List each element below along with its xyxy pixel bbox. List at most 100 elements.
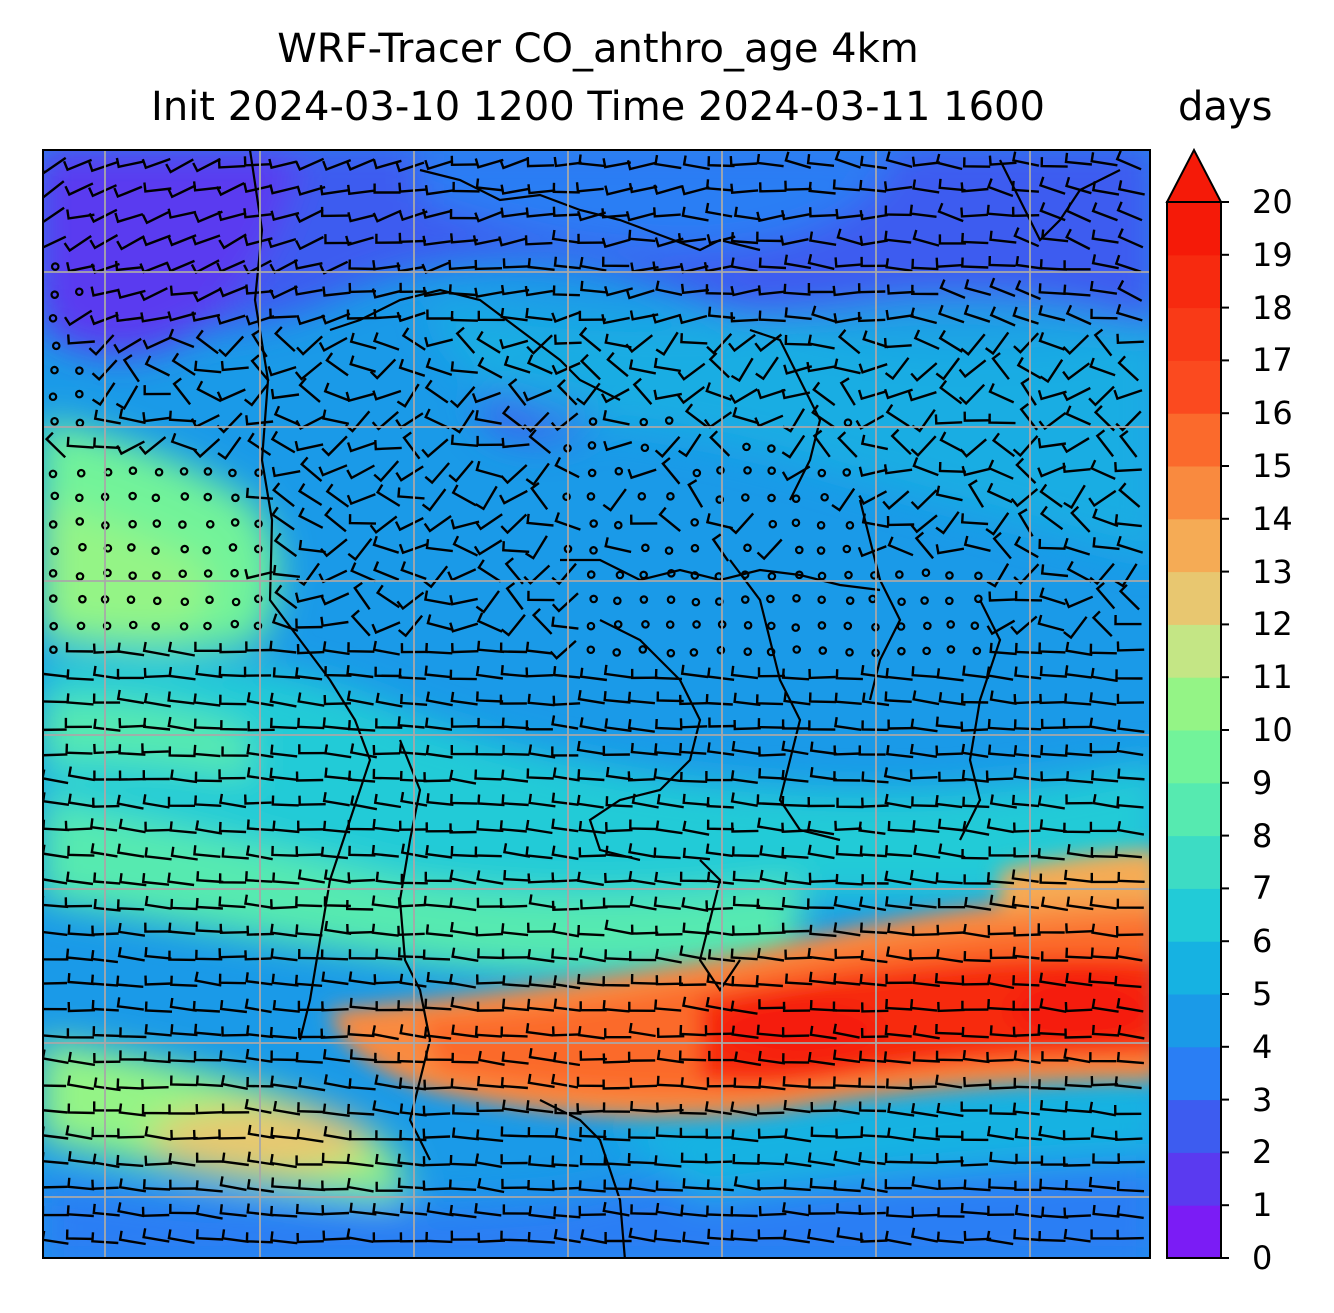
wind-barb bbox=[704, 1101, 732, 1116]
wind-barb bbox=[295, 415, 325, 431]
wind-barb bbox=[1091, 1024, 1120, 1037]
wind-barb bbox=[528, 744, 556, 759]
calm-marker bbox=[945, 596, 954, 606]
wind-barb bbox=[885, 744, 914, 759]
colorbar-segment bbox=[1167, 677, 1221, 731]
wind-barb bbox=[732, 406, 759, 425]
wind-barb bbox=[293, 259, 323, 270]
wind-barb bbox=[194, 641, 222, 652]
wind-barb bbox=[348, 845, 376, 857]
wind-barb bbox=[118, 408, 146, 425]
wind-barb bbox=[477, 1232, 506, 1243]
wind-barb bbox=[398, 182, 427, 193]
wind-barb bbox=[219, 1050, 247, 1063]
calm-marker bbox=[664, 546, 674, 555]
wind-barb bbox=[911, 258, 939, 271]
wind-barb bbox=[1116, 201, 1143, 222]
wind-barb bbox=[783, 283, 811, 296]
wind-barb bbox=[811, 305, 838, 324]
wind-barb bbox=[448, 460, 474, 483]
wind-barb bbox=[474, 1203, 502, 1217]
wind-barb bbox=[860, 1178, 888, 1194]
wind-barb bbox=[346, 493, 376, 506]
wind-barb bbox=[116, 288, 146, 299]
wind-barb bbox=[43, 1084, 67, 1088]
wind-barb bbox=[1114, 563, 1138, 588]
wind-barb bbox=[937, 898, 966, 909]
wind-barb bbox=[246, 925, 274, 936]
wind-barb bbox=[783, 691, 811, 706]
wind-barb bbox=[503, 355, 531, 374]
wind-barb bbox=[245, 487, 274, 500]
calm-marker bbox=[203, 492, 213, 502]
wind-barb bbox=[677, 362, 706, 381]
wind-barb bbox=[43, 156, 67, 175]
wind-barb bbox=[552, 285, 580, 297]
wind-barb bbox=[859, 973, 887, 987]
wind-barb bbox=[423, 515, 452, 533]
wind-barb bbox=[938, 329, 963, 353]
wind-barb bbox=[527, 257, 555, 271]
wind-barb bbox=[295, 1155, 323, 1166]
wind-barb bbox=[398, 1077, 427, 1091]
wind-barb bbox=[1012, 1026, 1041, 1037]
wind-barb bbox=[321, 409, 350, 425]
wind-barb bbox=[679, 1127, 707, 1139]
wind-barb bbox=[807, 1051, 836, 1066]
wind-barb bbox=[1119, 429, 1138, 458]
wind-barb bbox=[502, 1204, 530, 1215]
wind-barb bbox=[656, 1049, 685, 1064]
wind-barb bbox=[629, 310, 659, 321]
wind-barb bbox=[1091, 923, 1119, 938]
wind-barb bbox=[372, 389, 402, 401]
wind-barb bbox=[680, 1204, 708, 1218]
wind-barb bbox=[861, 720, 889, 732]
wind-barb bbox=[65, 871, 94, 886]
wind-barb bbox=[373, 561, 400, 581]
wind-barb bbox=[655, 718, 683, 731]
wind-barb bbox=[499, 642, 528, 654]
calm-marker bbox=[202, 545, 211, 555]
wind-barb bbox=[141, 234, 171, 247]
wind-barb bbox=[731, 1129, 759, 1143]
wind-barb bbox=[371, 844, 399, 858]
wind-barb bbox=[1088, 489, 1117, 508]
calm-marker bbox=[128, 519, 137, 529]
wind-barb bbox=[1091, 229, 1119, 244]
wind-barb bbox=[1038, 642, 1066, 654]
calm-marker bbox=[895, 570, 904, 579]
wind-barb bbox=[1039, 998, 1067, 1013]
wind-barb bbox=[1089, 280, 1118, 295]
wind-barb bbox=[67, 793, 96, 808]
wind-barb bbox=[217, 210, 247, 222]
wind-barb bbox=[43, 728, 67, 732]
colorbar-tick-label: 13 bbox=[1252, 552, 1293, 591]
wind-barb bbox=[655, 820, 683, 835]
wind-barb bbox=[116, 899, 145, 911]
wind-barb bbox=[348, 949, 376, 960]
wind-barb bbox=[835, 1128, 863, 1139]
wind-barb bbox=[655, 925, 683, 936]
wind-barb bbox=[528, 975, 556, 989]
wind-barb bbox=[758, 257, 787, 270]
wind-barb bbox=[987, 744, 1016, 757]
wind-barb bbox=[680, 333, 708, 345]
wind-barb bbox=[1089, 562, 1115, 586]
calm-marker bbox=[896, 622, 906, 631]
wind-barb bbox=[652, 261, 681, 272]
wind-barb bbox=[325, 483, 350, 508]
wind-barb bbox=[372, 260, 401, 271]
wind-barb bbox=[270, 1075, 298, 1090]
calm-marker bbox=[178, 569, 188, 579]
wind-barb bbox=[962, 157, 991, 168]
wind-barb bbox=[992, 531, 1012, 560]
wind-barb bbox=[861, 874, 889, 885]
wind-barb bbox=[833, 895, 861, 911]
wind-barb bbox=[215, 182, 245, 197]
calm-marker bbox=[203, 467, 213, 476]
wind-barb bbox=[963, 1179, 991, 1192]
wind-barb bbox=[349, 1130, 377, 1141]
wind-barb bbox=[1039, 483, 1063, 508]
wind-barb bbox=[1092, 1153, 1120, 1164]
wind-barb bbox=[730, 665, 759, 680]
